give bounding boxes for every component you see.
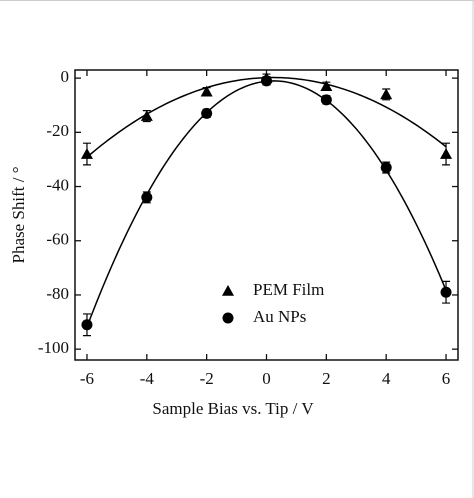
x-tick-label: -4 — [140, 369, 155, 388]
y-tick-label: -80 — [46, 284, 69, 303]
y-tick-label: 0 — [61, 67, 70, 86]
x-tick-label: -2 — [200, 369, 214, 388]
data-point — [141, 191, 153, 203]
legend-label: Au NPs — [253, 307, 306, 326]
data-point — [80, 148, 93, 159]
data-point — [440, 148, 453, 159]
data-point — [261, 75, 272, 87]
data-point — [380, 162, 392, 174]
x-tick-label: 2 — [322, 369, 331, 388]
y-tick-label: -40 — [46, 175, 69, 194]
data-point — [140, 110, 153, 121]
y-tick-label: -100 — [38, 338, 69, 357]
data-point — [320, 80, 333, 92]
data-point — [201, 107, 213, 119]
legend-label: PEM Film — [253, 280, 324, 299]
legend-marker — [222, 312, 234, 324]
y-tick-label: -20 — [46, 121, 69, 140]
data-point — [440, 286, 452, 298]
y-tick-label: -60 — [46, 230, 69, 249]
fit-curve — [86, 76, 447, 158]
x-tick-label: 0 — [262, 369, 271, 388]
legend-marker — [222, 285, 234, 296]
x-tick-label: -6 — [80, 369, 94, 388]
data-point — [200, 85, 213, 97]
x-tick-label: 6 — [442, 369, 451, 388]
y-axis-label: Phase Shift / ° — [9, 167, 28, 264]
x-tick-label: 4 — [382, 369, 391, 388]
x-axis-label: Sample Bias vs. Tip / V — [152, 399, 314, 418]
data-point — [320, 94, 332, 106]
data-point — [81, 319, 93, 331]
data-point — [380, 88, 393, 100]
